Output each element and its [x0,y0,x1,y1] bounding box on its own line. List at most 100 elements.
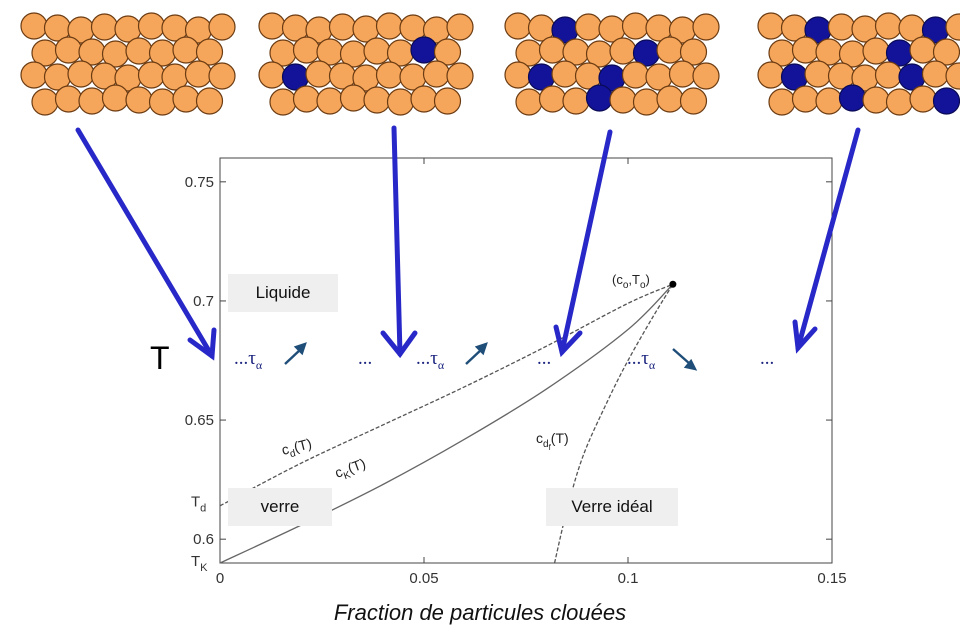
ellipsis-3: ... [760,348,774,369]
free-particle [551,60,579,88]
free-particle [67,60,95,88]
free-particle [909,85,937,113]
pinned-particle [838,84,867,112]
free-particle [433,38,462,66]
free-particle [258,61,286,89]
free-particle [757,61,785,89]
free-particle [446,13,474,41]
free-particle [945,62,960,90]
region-liquide: Liquide [228,274,338,312]
free-particle [768,88,796,116]
free-particle [804,60,832,88]
free-particle [862,86,890,114]
particle-panel-1 [20,12,236,116]
free-particle [874,12,903,40]
free-particle [137,12,166,40]
big-arrow-2 [380,125,418,359]
ellipsis-1: ... [358,348,372,369]
free-particle [31,88,59,116]
free-particle [679,38,708,66]
free-particle [269,88,297,116]
big-arrow-1 [75,127,217,361]
ellipsis-2: ... [537,348,551,369]
free-particle [363,86,391,114]
tau-annotations: ...τα ... ...τα ... ...τα ... [234,348,774,372]
free-particle [515,88,543,116]
free-particle [148,88,177,116]
free-particle [422,60,451,88]
free-particle [292,85,321,113]
free-particle [538,85,567,113]
free-particle [656,36,684,64]
free-particle [316,87,344,115]
critical-point [669,280,677,288]
free-particle [101,84,130,112]
free-particle [258,12,286,40]
tau-annotation-1: ...τα [234,348,263,372]
free-particle [621,61,650,89]
free-particle [609,37,637,65]
free-particle [208,62,236,90]
free-particle [375,12,404,40]
series-line-3 [553,283,674,564]
free-particle [874,61,903,89]
series-line-1 [219,283,674,507]
free-particle [632,88,661,116]
free-particle [791,36,820,64]
tau-annotation-3: ...τα [627,348,656,372]
y-axis-title: T [150,340,170,376]
free-particle [538,36,567,64]
free-particle [195,87,224,115]
free-particle [909,36,937,64]
free-particle [363,37,391,65]
y-tick-label: 0.6 [193,531,214,548]
free-particle [827,13,856,41]
free-particle [945,13,960,41]
particle-panels [20,12,960,116]
free-particle [328,13,357,41]
cdf-curve-label: cdf(T) [536,430,569,452]
free-particle [815,87,843,115]
free-particle [791,85,820,113]
free-particle [885,88,914,116]
pinned-particle [932,87,960,115]
free-particle [562,87,590,115]
point-label: (co,To) [612,272,650,291]
free-particle [692,13,720,41]
big-arrow-3 [553,129,613,358]
free-particle [375,61,404,89]
free-particle [137,61,166,89]
free-particle [862,37,890,65]
pinned-particle [585,84,614,112]
free-particle [668,60,697,88]
particle-panel-4 [757,12,960,116]
free-particle [305,60,333,88]
tau-annotation-2: ...τα [416,348,445,372]
free-particle [446,62,474,90]
x-tick-label: 0.15 [817,570,846,587]
free-particle [433,87,462,115]
free-particle [125,37,153,65]
trend-arrows [284,342,698,371]
free-particle [172,85,200,113]
x-tick-label: 0 [216,570,224,587]
free-particle [692,62,720,90]
free-particle [54,85,83,113]
axis-ticks: 0 0.05 0.1 0.15 0.6 0.65 0.7 0.75 Td TK [185,158,847,587]
particle-panel-3 [504,12,720,116]
trend-arrow-up-2 [465,342,488,365]
big-arrows [75,125,861,361]
free-particle [54,36,83,64]
free-particle [172,36,200,64]
free-particle [656,85,684,113]
free-particle [20,12,48,40]
free-particle [78,87,106,115]
region-verre-ideal: Verre idéal [546,488,678,526]
free-particle [410,85,438,113]
x-tick-label: 0.1 [618,570,639,587]
x-axis-title: Fraction de particules clouées [333,600,627,625]
free-particle [195,38,224,66]
free-particle [292,36,321,64]
free-particle [339,84,368,112]
